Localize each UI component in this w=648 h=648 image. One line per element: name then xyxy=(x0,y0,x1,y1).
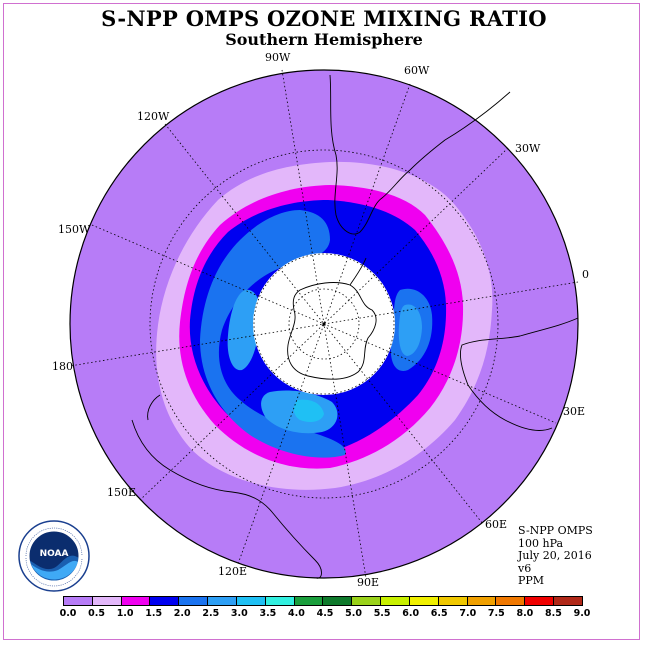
page-title: S-NPP OMPS OZONE MIXING RATIO xyxy=(101,6,547,31)
colorbar-tick-label: 6.0 xyxy=(402,608,420,619)
colorbar-segment xyxy=(208,597,237,605)
colorbar-tick-label: 0.0 xyxy=(59,608,77,619)
colorbar-tick-label: 1.0 xyxy=(116,608,134,619)
australia-coastline xyxy=(131,419,322,579)
colorbar-segment xyxy=(64,597,93,605)
lon-label-150w: 150W xyxy=(58,223,91,236)
colorbar-tick-label: 8.5 xyxy=(545,608,562,619)
lon-label-0: 0 xyxy=(582,268,589,281)
map-outline xyxy=(69,69,579,579)
colorbar-segment xyxy=(179,597,209,605)
info-version: v6 xyxy=(518,561,532,575)
lon-label-120e: 120E xyxy=(218,565,248,578)
colorbar-labels: 0.0 0.5 1.0 1.5 2.0 2.5 3.0 3.5 4.0 4.5 5.0 5.5 6.0 6… xyxy=(0,608,648,622)
colorbar-segment xyxy=(381,597,410,605)
colorbar-segment xyxy=(352,597,382,605)
contour-3p0-3p5-south xyxy=(293,399,324,422)
lon-label-60e: 60E xyxy=(485,518,508,531)
info-instrument: S-NPP OMPS xyxy=(518,524,593,537)
colorbar-tick-label: 2.0 xyxy=(173,608,191,619)
colorbar-segment xyxy=(554,597,582,605)
colorbar-segment xyxy=(438,597,468,605)
contour-2p5-3p0-east xyxy=(398,304,422,356)
info-block: S-NPP OMPS 100 hPa July 20, 2016 v6 PPM xyxy=(518,524,593,588)
lon-label-90w: 90W xyxy=(265,51,291,64)
colorbar-tick-label: 3.5 xyxy=(259,608,277,619)
figure-frame xyxy=(3,3,640,640)
meridian-60w-120e xyxy=(237,83,411,565)
page-subtitle: Southern Hemisphere xyxy=(225,30,423,49)
graticule xyxy=(69,69,579,579)
colorbar-tick-label: 5.5 xyxy=(373,608,391,619)
lon-label-120w: 120W xyxy=(137,110,170,123)
colorbar-segment xyxy=(467,597,497,605)
latitude-circle-outer xyxy=(149,149,499,499)
lon-label-30w: 30W xyxy=(515,142,541,155)
colorbar-tick-label: 7.5 xyxy=(487,608,505,619)
lon-label-90e: 90E xyxy=(357,576,380,589)
colorbar xyxy=(63,596,583,606)
colorbar-tick-label: 5.0 xyxy=(345,608,362,619)
colorbar-segment xyxy=(409,597,439,605)
colorbar-segment xyxy=(121,597,151,605)
colorbar-tick-label: 4.0 xyxy=(288,608,305,619)
new-zealand-coastline xyxy=(147,394,161,421)
colorbar-segment xyxy=(92,597,122,605)
info-level: 100 hPa xyxy=(518,536,564,550)
pole-marker xyxy=(322,322,326,326)
logo-text: NOAA xyxy=(40,549,69,559)
lon-label-150e: 150E xyxy=(107,486,137,499)
lon-label-180: 180 xyxy=(52,360,73,373)
colorbar-tick-label: 7.0 xyxy=(459,608,477,619)
contour-2p5-3p0-west xyxy=(227,289,261,371)
colorbar-tick-label: 4.5 xyxy=(316,608,334,619)
contour-2p0-2p5-west xyxy=(200,210,346,458)
colorbar-tick-label: 0.5 xyxy=(88,608,105,619)
ozone-contours xyxy=(156,161,493,490)
colorbar-tick-label: 1.5 xyxy=(145,608,163,619)
colorbar-segment xyxy=(323,597,353,605)
meridian-120w-60e xyxy=(164,123,484,525)
lon-label-60w: 60W xyxy=(404,64,430,77)
latitude-circle-inner xyxy=(288,288,360,360)
colorbar-segment xyxy=(525,597,555,605)
colorbar-tick-label: 9.0 xyxy=(573,608,591,619)
colorbar-tick-label: 6.5 xyxy=(430,608,448,619)
south-america-coastline xyxy=(329,74,511,235)
info-date: July 20, 2016 xyxy=(518,549,592,562)
meridian-30w-150e xyxy=(139,147,509,501)
lon-label-30e: 30E xyxy=(563,405,586,418)
africa-coastline xyxy=(459,317,579,431)
colorbar-tick-label: 8.0 xyxy=(516,608,534,619)
colorbar-tick-label: 2.5 xyxy=(202,608,220,619)
noaa-logo: NOAA xyxy=(18,520,90,592)
colorbar-tick-label: 3.0 xyxy=(230,608,248,619)
colorbar-segment xyxy=(236,597,266,605)
latitude-circle-mid xyxy=(253,253,395,395)
colorbar-segment xyxy=(150,597,180,605)
info-units: PPM xyxy=(518,574,545,587)
colorbar-segment xyxy=(265,597,295,605)
colorbar-segment xyxy=(496,597,526,605)
colorbar-segment xyxy=(294,597,324,605)
antarctic-peninsula xyxy=(349,257,367,286)
